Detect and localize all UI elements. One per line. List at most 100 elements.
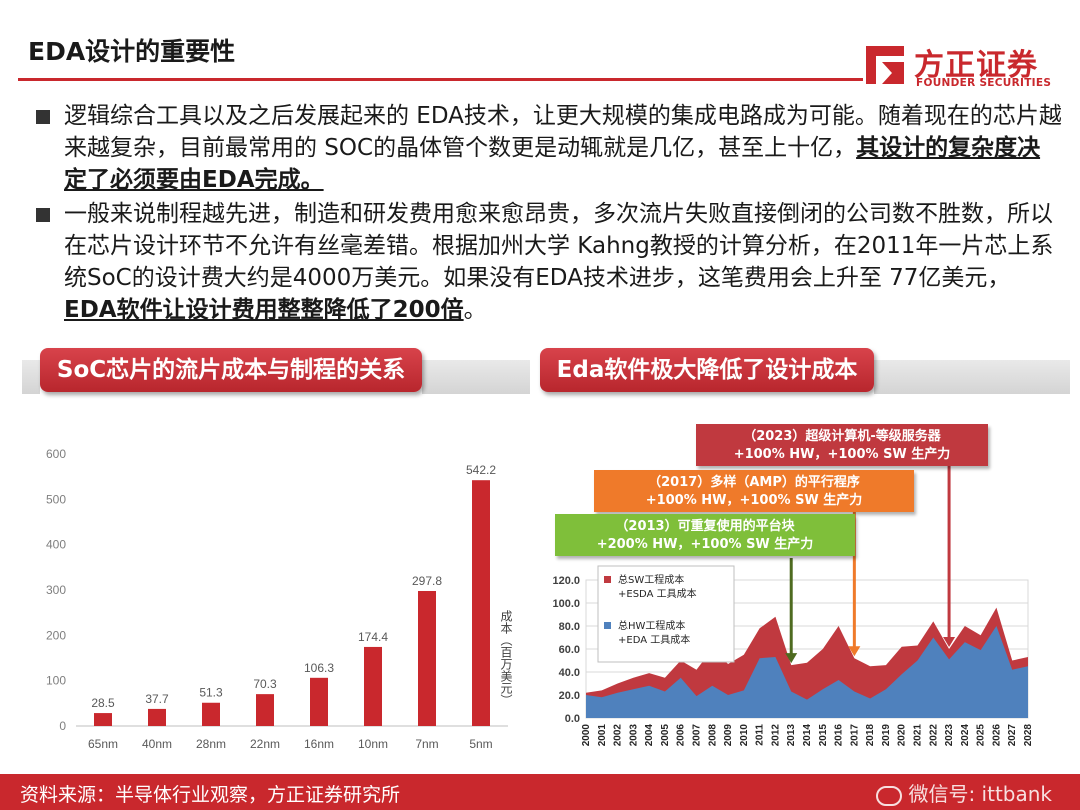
section-band bbox=[874, 360, 1070, 394]
bullet-emphasis: 其设计的复杂度决定了必须要由EDA完成。 bbox=[64, 135, 1041, 193]
x-tick-label: 2011 bbox=[755, 724, 766, 746]
logo-text-cn: 方正证券 bbox=[914, 48, 1038, 83]
square-bullet-icon bbox=[36, 110, 50, 124]
x-tick-label: 2027 bbox=[1007, 724, 1018, 747]
section-band bbox=[422, 360, 530, 394]
wechat-icon bbox=[876, 785, 903, 806]
x-tick-label: 2000 bbox=[581, 724, 592, 747]
callout-line: +100% HW，+100% SW 生产力 bbox=[645, 493, 863, 508]
callout-2023: （2023）超级计算机-等级服务器 +100% HW，+100% SW 生产力 bbox=[696, 424, 988, 466]
bar bbox=[364, 646, 382, 726]
bar bbox=[148, 708, 166, 726]
callout-line: +200% HW，+100% SW 生产力 bbox=[596, 537, 814, 552]
x-tick-label: 2012 bbox=[770, 724, 781, 747]
legend-swatch bbox=[604, 622, 611, 629]
bullet-item: 一般来说制程越先进，制造和研发费用愈来愈昂贵，多次流片失败直接倒闭的公司数不胜数… bbox=[32, 198, 1062, 326]
x-tick-label: 2006 bbox=[676, 724, 687, 747]
section-band bbox=[22, 360, 40, 394]
data-label: 297.8 bbox=[412, 574, 442, 588]
y-tick-label: 40.0 bbox=[559, 667, 580, 679]
x-tick-label: 2021 bbox=[913, 724, 924, 747]
bullet-item: 逻辑综合工具以及之后发展起来的 EDA技术，让更大规模的集成电路成为可能。随着现… bbox=[32, 100, 1062, 196]
x-tick-label: 2019 bbox=[881, 724, 892, 747]
x-tick-label: 2001 bbox=[597, 724, 608, 747]
x-tick-label: 2002 bbox=[613, 724, 624, 747]
data-label: 28.5 bbox=[91, 696, 115, 710]
x-tick-label: 2005 bbox=[660, 724, 671, 747]
x-tick-label: 2022 bbox=[928, 724, 939, 747]
bullet-text: 逻辑综合工具以及之后发展起来的 EDA技术，让更大规模的集成电路成为可能。随着现… bbox=[64, 103, 1062, 161]
callout-line: +100% HW，+100% SW 生产力 bbox=[733, 447, 951, 462]
x-tick-label: 2013 bbox=[786, 724, 797, 747]
bullet-text: 一般来说制程越先进，制造和研发费用愈来愈昂贵，多次流片失败直接倒闭的公司数不胜数… bbox=[64, 201, 1054, 291]
x-tick-label: 2010 bbox=[739, 724, 750, 747]
data-label: 174.4 bbox=[358, 630, 388, 644]
y-tick-label: 500 bbox=[46, 492, 66, 506]
watermark-text: 微信号: ittbank bbox=[908, 782, 1052, 806]
title-divider bbox=[18, 78, 863, 81]
section-label-right: Eda软件极大降低了设计成本 bbox=[540, 348, 874, 392]
x-tick-label: 2003 bbox=[628, 724, 639, 747]
x-tick-label: 2015 bbox=[818, 724, 829, 747]
x-tick-label: 2009 bbox=[723, 724, 734, 747]
x-tick-label: 16nm bbox=[304, 737, 334, 751]
x-tick-label: 65nm bbox=[88, 737, 118, 751]
area-series-2 bbox=[586, 626, 1028, 718]
legend-label: 总HW工程成本 bbox=[618, 619, 685, 632]
legend-swatch bbox=[604, 576, 611, 583]
bar bbox=[94, 713, 112, 726]
callout-line: （2017）多样（AMP）的平行程序 bbox=[648, 475, 860, 490]
x-tick-label: 2023 bbox=[944, 724, 955, 747]
y-tick-label: 400 bbox=[46, 538, 66, 552]
company-logo: 方正证券 FOUNDER SECURITIES bbox=[862, 40, 1062, 92]
callout-line: （2023）超级计算机-等级服务器 bbox=[743, 429, 941, 444]
legend-label: +ESDA 工具成本 bbox=[618, 587, 697, 600]
y-tick-label: 60.0 bbox=[559, 644, 580, 656]
y-tick-label: 100.0 bbox=[552, 598, 580, 610]
y-tick-label: 600 bbox=[46, 447, 66, 461]
y-axis-label: 成本（百万美元） bbox=[499, 610, 513, 706]
legend-label: 总SW工程成本 bbox=[618, 573, 684, 586]
x-tick-label: 2024 bbox=[960, 724, 971, 747]
data-label: 106.3 bbox=[304, 661, 334, 675]
founder-logo-icon bbox=[866, 46, 904, 84]
square-bullet-icon bbox=[36, 208, 50, 222]
callout-line: （2013）可重复使用的平台块 bbox=[615, 519, 795, 534]
section-label-left: SoC芯片的流片成本与制程的关系 bbox=[40, 348, 422, 392]
bar bbox=[418, 590, 436, 726]
wechat-watermark: 微信号: ittbank bbox=[876, 778, 1052, 807]
y-tick-label: 80.0 bbox=[559, 621, 580, 633]
bar bbox=[310, 677, 328, 726]
legend-label: +EDA 工具成本 bbox=[618, 633, 690, 646]
x-tick-label: 7nm bbox=[415, 737, 438, 751]
legend-box bbox=[597, 565, 735, 663]
process-cost-bar-chart: 0 100 200 300 400 500 600 28.5 65nm 37.7 40nm 51.3 2… bbox=[46, 447, 513, 751]
bullet-list: 逻辑综合工具以及之后发展起来的 EDA技术，让更大规模的集成电路成为可能。随着现… bbox=[32, 100, 1062, 328]
data-label: 37.7 bbox=[145, 692, 169, 706]
y-tick-label: 0 bbox=[59, 719, 66, 733]
bullet-emphasis: EDA软件让设计费用整整降低了200倍 bbox=[64, 297, 464, 323]
x-tick-label: 2014 bbox=[802, 724, 813, 747]
x-tick-label: 10nm bbox=[358, 737, 388, 751]
x-tick-label: 2028 bbox=[1023, 724, 1034, 747]
y-tick-label: 200 bbox=[46, 628, 66, 642]
x-tick-label: 2026 bbox=[991, 724, 1002, 747]
x-tick-label: 2025 bbox=[976, 724, 987, 747]
y-tick-label: 0.0 bbox=[565, 713, 580, 725]
bar bbox=[202, 702, 220, 726]
data-label: 70.3 bbox=[253, 677, 277, 691]
x-tick-label: 2008 bbox=[707, 724, 718, 747]
x-tick-label: 2004 bbox=[644, 724, 655, 747]
orange-callout-arrowhead-icon bbox=[848, 646, 861, 657]
y-tick-label: 20.0 bbox=[559, 690, 580, 702]
bar bbox=[256, 694, 274, 726]
y-tick-label: 300 bbox=[46, 583, 66, 597]
page-title: EDA设计的重要性 bbox=[28, 37, 236, 66]
y-tick-label: 100 bbox=[46, 674, 66, 688]
x-tick-label: 5nm bbox=[469, 737, 492, 751]
red-callout-arrowhead-icon bbox=[943, 637, 956, 647]
bar bbox=[472, 480, 490, 726]
design-cost-area-chart: 0.0 20.0 40.0 60.0 80.0 100.0 120.0 2000 2001 200… bbox=[552, 466, 1034, 747]
data-label: 542.2 bbox=[466, 463, 496, 477]
x-tick-label: 2016 bbox=[834, 724, 845, 747]
